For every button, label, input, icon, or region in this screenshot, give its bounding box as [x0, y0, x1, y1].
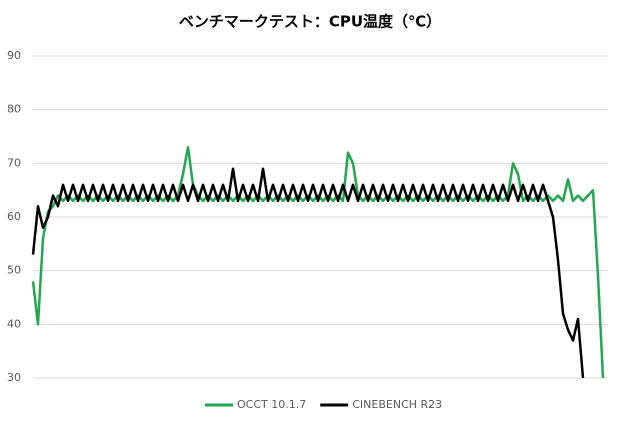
y-tick-label: 90: [7, 49, 21, 62]
series-line: [31, 167, 585, 379]
y-tick-label: 60: [7, 210, 21, 223]
chart-title: ベンチマークテスト：CPU温度（℃）: [179, 13, 441, 31]
y-tick-label: 70: [7, 156, 21, 169]
series-line: [31, 145, 605, 379]
y-tick-label: 30: [7, 371, 21, 384]
y-tick-label: 40: [7, 317, 21, 330]
legend-label: OCCT 10.1.7: [237, 398, 306, 411]
y-tick-label: 50: [7, 264, 21, 277]
y-tick-label: 80: [7, 103, 21, 116]
legend-label: CINEBENCH R23: [352, 398, 442, 411]
